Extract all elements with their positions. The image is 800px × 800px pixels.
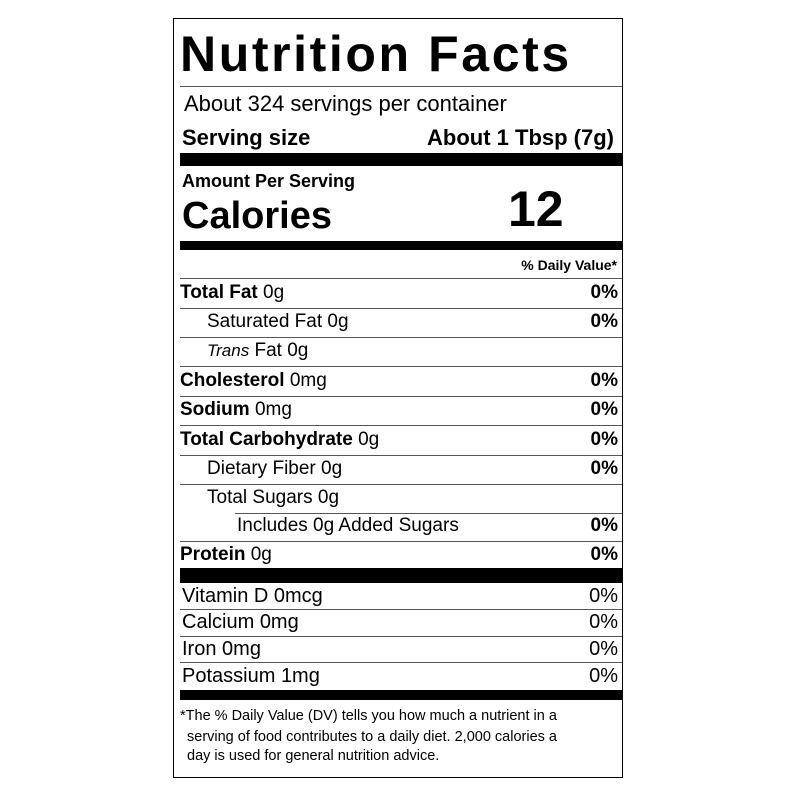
- vitamin-row: Calcium 0mg 0%: [182, 609, 618, 635]
- dv-header: % Daily Value*: [521, 257, 617, 273]
- divider: [180, 308, 622, 309]
- nutrient-row: Total Fat 0g 0%: [180, 279, 618, 307]
- nutrient-amount: 0g: [287, 340, 309, 361]
- divider: [180, 366, 622, 367]
- thick-bar: [180, 153, 622, 166]
- nutrient-name: Total Fat: [180, 282, 258, 303]
- nutrient-name: Dietary Fiber: [207, 458, 316, 479]
- nutrient-row: Total Carbohydrate 0g 0%: [180, 426, 618, 454]
- nutrient-amount: 0mg: [254, 399, 292, 420]
- vitamin-name: Calcium: [182, 611, 255, 633]
- nutrient-dv: 0%: [590, 399, 618, 420]
- nutrient-name: Sodium: [180, 399, 250, 420]
- vitamin-row: Iron 0mg 0%: [182, 636, 618, 662]
- vitamin-amount: 0mg: [222, 638, 261, 660]
- nutrient-row: Sodium 0mg 0%: [180, 396, 618, 424]
- nutrient-row: Trans Fat 0g: [180, 337, 618, 365]
- nutrient-dv: 0%: [590, 282, 618, 303]
- nutrient-amount: 0mg: [289, 370, 327, 391]
- label-border: [173, 18, 623, 778]
- thick-bar: [180, 690, 622, 700]
- divider: [180, 541, 622, 542]
- serving-size-value: About 1 Tbsp (7g): [427, 125, 614, 150]
- vitamin-row: Vitamin D 0mcg 0%: [182, 583, 618, 609]
- nutrient-row: Includes 0g Added Sugars 0%: [180, 512, 618, 540]
- footnote-line: *The % Daily Value (DV) tells you how mu…: [180, 708, 557, 724]
- vitamin-dv: 0%: [589, 638, 618, 660]
- divider: [180, 455, 622, 456]
- vitamin-dv: 0%: [589, 585, 618, 607]
- divider: [180, 636, 622, 637]
- divider: [180, 609, 622, 610]
- vitamin-dv: 0%: [589, 665, 618, 687]
- nutrient-dv: 0%: [590, 458, 618, 479]
- divider: [180, 278, 622, 279]
- calories-label: Calories: [182, 195, 332, 237]
- nutrient-row: Total Sugars 0g: [180, 484, 618, 512]
- nutrient-name: Saturated Fat: [207, 311, 323, 332]
- vitamin-name: Iron: [182, 638, 217, 660]
- nutrient-row: Cholesterol 0mg 0%: [180, 367, 618, 395]
- divider: [180, 86, 622, 87]
- vitamin-dv: 0%: [589, 611, 618, 633]
- thick-bar: [180, 241, 622, 250]
- nutrient-name: Total Sugars: [207, 487, 313, 508]
- servings: About 324 servings per container: [184, 91, 507, 116]
- divider: [180, 337, 622, 338]
- nutrient-name: Protein: [180, 544, 246, 565]
- nutrient-dv: 0%: [590, 515, 618, 536]
- nutrient-amount: 0g: [321, 458, 343, 479]
- divider: [180, 662, 622, 663]
- nutrient-amount: 0g: [317, 487, 340, 508]
- footnote-line: serving of food contributes to a daily d…: [187, 729, 557, 745]
- nutrient-name-italic: Trans: [207, 341, 250, 360]
- divider: [180, 396, 622, 397]
- nutrient-amount: 0g: [263, 282, 285, 303]
- vitamin-name: Potassium: [182, 665, 276, 687]
- nutrient-amount: 0g: [358, 429, 380, 450]
- nutrient-name: Includes 0g Added Sugars: [237, 515, 459, 536]
- nutrient-dv: 0%: [590, 311, 618, 332]
- calories-value: 12: [508, 181, 564, 237]
- nutrient-row: Saturated Fat 0g 0%: [180, 308, 618, 336]
- thick-bar: [180, 568, 622, 583]
- nutrient-dv: 0%: [590, 370, 618, 391]
- divider: [180, 425, 622, 426]
- vitamin-amount: 0mg: [259, 611, 299, 633]
- vitamin-amount: 1mg: [280, 665, 320, 687]
- nutrient-amount: 0g: [250, 544, 272, 565]
- amount-per-serving: Amount Per Serving: [182, 171, 356, 191]
- nutrient-name: Fat: [254, 340, 282, 361]
- nutrient-row: Dietary Fiber 0g 0%: [180, 455, 618, 483]
- serving-size-label: Serving size: [182, 125, 311, 150]
- nutrient-amount: 0g: [327, 311, 349, 332]
- vitamin-amount: 0mcg: [273, 585, 323, 607]
- vitamin-name: Vitamin D: [182, 585, 269, 607]
- footnote-line: day is used for general nutrition advice…: [187, 748, 440, 764]
- divider: [180, 484, 622, 485]
- title: Nutrition Facts: [180, 26, 572, 82]
- nutrient-row: Protein 0g 0%: [180, 541, 618, 569]
- nutrient-dv: 0%: [590, 429, 618, 450]
- divider: [235, 513, 622, 514]
- vitamin-row: Potassium 1mg 0%: [182, 663, 618, 689]
- nutrient-dv: 0%: [590, 544, 618, 565]
- nutrient-name: Cholesterol: [180, 370, 285, 391]
- nutrient-name: Total Carbohydrate: [180, 429, 353, 450]
